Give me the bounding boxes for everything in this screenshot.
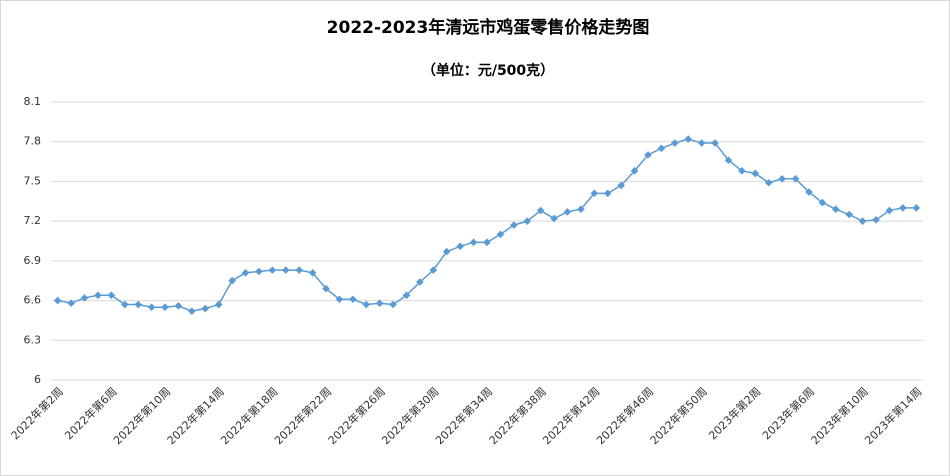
marker <box>738 167 746 175</box>
marker <box>885 206 894 215</box>
marker <box>362 300 371 309</box>
marker <box>228 276 236 285</box>
marker <box>53 296 62 305</box>
marker <box>751 169 760 178</box>
marker <box>832 205 840 214</box>
marker <box>188 307 196 315</box>
marker <box>550 214 558 223</box>
marker <box>308 268 317 277</box>
marker <box>711 139 719 147</box>
marker <box>764 178 773 187</box>
marker <box>603 189 612 198</box>
chart-title: 2022-2023年清远市鸡蛋零售价格走势图 <box>327 17 650 38</box>
y-tick-label: 7.8 <box>24 135 42 148</box>
marker <box>349 295 357 304</box>
marker <box>858 217 867 225</box>
marker <box>644 151 652 159</box>
marker <box>268 266 277 274</box>
marker <box>161 303 169 311</box>
marker <box>590 189 599 198</box>
marker <box>107 291 116 300</box>
marker <box>429 266 438 274</box>
marker <box>120 300 129 309</box>
marker <box>469 238 478 247</box>
marker <box>375 299 384 308</box>
marker <box>684 135 693 143</box>
marker <box>442 247 451 256</box>
marker <box>322 284 330 293</box>
y-tick-label: 6 <box>34 373 41 386</box>
marker <box>456 242 464 251</box>
y-tick-label: 8.1 <box>24 95 42 108</box>
marker <box>214 300 223 309</box>
marker <box>778 174 786 183</box>
marker <box>577 205 585 214</box>
marker <box>791 174 800 183</box>
y-tick-label: 6.6 <box>24 294 42 307</box>
y-tick-label: 7.2 <box>24 214 42 227</box>
marker <box>483 238 491 247</box>
marker <box>295 266 303 274</box>
marker <box>134 300 142 309</box>
marker <box>201 304 210 313</box>
y-tick-label: 6.3 <box>24 333 42 346</box>
marker <box>402 291 411 300</box>
marker <box>147 303 156 311</box>
marker <box>697 139 706 147</box>
marker <box>80 294 89 302</box>
marker <box>805 188 813 196</box>
marker <box>536 206 545 215</box>
marker <box>255 267 263 276</box>
y-tick-label: 7.5 <box>24 174 42 187</box>
marker <box>389 300 397 309</box>
marker <box>617 181 625 190</box>
y-tick-label: 6.9 <box>24 254 42 267</box>
marker <box>281 266 290 274</box>
marker <box>657 144 666 153</box>
marker <box>912 204 921 212</box>
marker <box>818 198 827 207</box>
marker <box>845 210 854 219</box>
marker <box>416 278 424 286</box>
marker <box>724 156 733 165</box>
marker <box>523 217 532 225</box>
marker <box>94 291 102 300</box>
marker <box>335 295 344 304</box>
marker <box>174 302 183 310</box>
marker <box>510 221 518 229</box>
marker <box>496 230 505 239</box>
marker <box>872 216 880 224</box>
marker <box>563 208 572 216</box>
marker <box>241 268 250 277</box>
marker <box>630 167 639 175</box>
marker <box>671 139 679 147</box>
marker <box>67 299 75 308</box>
marker <box>899 204 907 212</box>
chart-subtitle: （单位：元/500克） <box>422 62 554 79</box>
